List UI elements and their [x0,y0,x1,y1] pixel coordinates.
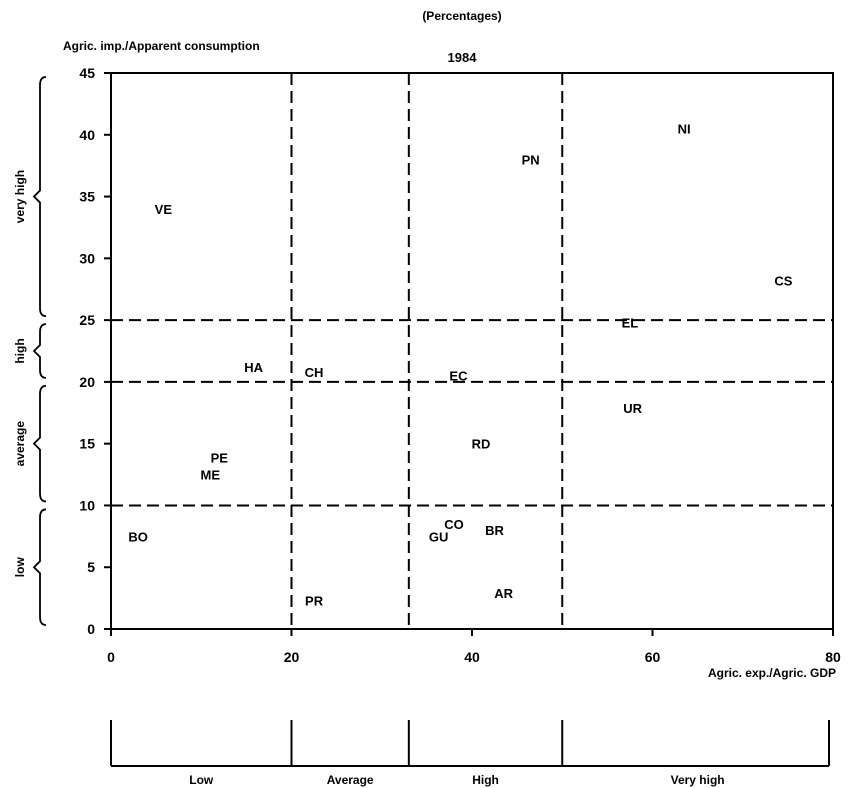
y-bracket [32,76,47,318]
point-label: BR [485,523,504,538]
y-tick-label: 5 [87,559,95,575]
y-tick-label: 35 [79,189,95,205]
point-label: UR [623,401,642,416]
y-tick-label: 10 [79,497,95,513]
y-tick-label: 15 [79,436,95,452]
point-label: AR [494,586,513,601]
reference-lines [111,73,833,629]
plot-frame [110,72,834,630]
x-tick-label: 80 [825,649,841,665]
point-label: BO [128,529,148,544]
y-tick-label: 30 [79,250,95,266]
y-category-brackets: low average high very high [13,76,47,626]
axis-ticks: 0 5 10 15 20 25 30 35 40 45 0 20 40 60 80 [79,65,841,665]
point-label: PN [522,152,540,167]
x-tick-label: 20 [284,649,300,665]
y-bracket [32,323,47,379]
y-bracket [32,508,47,626]
y-bracket [32,384,47,503]
point-label: ME [201,468,221,483]
y-tick-label: 20 [79,374,95,390]
y-tick-label: 0 [87,621,95,637]
point-label: PR [305,594,324,609]
x-bracket-label: Average [327,773,374,787]
point-label: CO [444,517,464,532]
point-label: CS [774,274,792,289]
y-tick-label: 25 [79,312,95,328]
x-axis-label: Agric. exp./Agric. GDP [708,666,836,680]
y-axis-label: Agric. imp./Apparent consumption [63,39,260,53]
point-label: CH [305,365,324,380]
point-label: PE [211,450,229,465]
y-bracket-label: average [13,421,27,467]
chart-title: 1984 [448,50,478,65]
x-category-brackets: Low Average High Very high [110,720,830,787]
point-label: EC [449,369,468,384]
x-tick-label: 40 [464,649,480,665]
point-label: EL [622,316,639,331]
x-bracket-label: Very high [671,773,725,787]
point-label: RD [472,437,491,452]
y-bracket-label: high [13,338,27,363]
point-label: VE [155,202,173,217]
x-bracket-label: High [472,773,499,787]
x-tick-label: 0 [107,649,115,665]
y-tick-label: 40 [79,127,95,143]
chart-subtitle: (Percentages) [422,9,501,23]
point-label: GU [429,529,449,544]
x-bracket-label: Low [189,773,214,787]
point-label: HA [244,360,263,375]
x-tick-label: 60 [645,649,661,665]
y-bracket-label: low [13,557,27,578]
y-bracket-label: very high [13,170,27,223]
point-label: NI [678,122,691,137]
y-tick-label: 45 [79,65,95,81]
